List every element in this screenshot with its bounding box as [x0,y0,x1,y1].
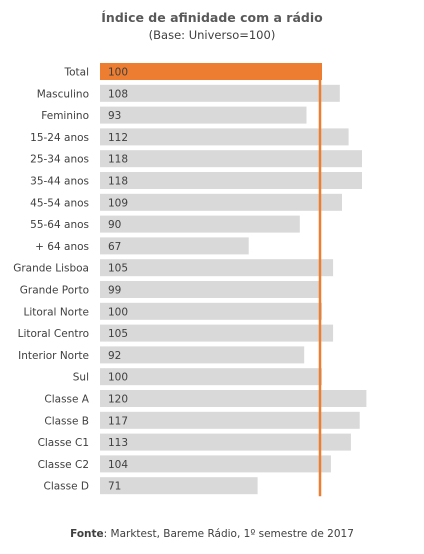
source-note: Fonte: Marktest, Bareme Rádio, 1º semest… [0,528,424,540]
category-label-6: 45-54 anos [30,197,89,209]
category-label-14: Sul [73,372,89,384]
category-label-16: Classe B [44,415,89,427]
category-label-13: Interior Norte [18,350,89,362]
bar-6 [100,193,342,211]
category-label-18: Classe C2 [38,459,89,471]
data-label-17: 113 [108,437,128,449]
category-label-1: Masculino [37,88,89,100]
chart-subtitle: (Base: Universo=100) [148,28,276,42]
data-label-1: 108 [108,88,128,100]
category-label-17: Classe C1 [38,437,89,449]
bar-19 [100,477,258,495]
category-label-15: Classe A [44,394,89,406]
data-label-19: 71 [108,481,121,493]
category-label-11: Litoral Norte [24,306,90,318]
data-label-14: 100 [108,372,128,384]
bar-4 [100,150,362,168]
data-label-12: 105 [108,328,128,340]
category-label-19: Classe D [43,481,89,493]
data-label-6: 109 [108,197,128,209]
data-label-7: 90 [108,219,121,231]
category-label-4: 25-34 anos [30,154,89,166]
bar-12 [100,324,334,342]
bar-16 [100,411,360,429]
bar-11 [100,302,322,320]
data-label-5: 118 [108,176,128,188]
chart-title: Índice de afinidade com a rádio [101,10,323,25]
data-label-0: 100 [108,67,128,79]
category-label-7: 55-64 anos [30,219,89,231]
category-label-5: 35-44 anos [30,176,89,188]
data-label-18: 104 [108,459,128,471]
category-label-10: Grande Porto [20,285,89,297]
category-label-9: Grande Lisboa [13,263,89,275]
data-label-13: 92 [108,350,121,362]
source-label: Fonte [70,528,104,540]
data-label-8: 67 [108,241,121,253]
bar-18 [100,455,331,473]
data-label-3: 112 [108,132,128,144]
data-label-2: 93 [108,110,121,122]
bar-1 [100,84,340,102]
data-label-11: 100 [108,306,128,318]
bar-5 [100,172,362,189]
bar-0 [100,63,322,80]
bar-10 [100,281,320,298]
data-label-9: 105 [108,263,128,275]
bar-15 [100,390,367,407]
source-text: : Marktest, Bareme Rádio, 1º semestre de… [103,528,354,540]
category-label-2: Feminino [41,110,89,122]
bar-7 [100,215,300,233]
bar-14 [100,368,322,386]
bar-2 [100,106,307,124]
data-label-10: 99 [108,285,121,297]
category-label-12: Litoral Centro [18,328,89,340]
bar-13 [100,346,305,364]
data-label-15: 120 [108,394,128,406]
data-label-4: 118 [108,154,128,166]
bar-8 [100,237,249,255]
category-label-8: + 64 anos [35,241,89,253]
bar-17 [100,433,351,451]
data-label-16: 117 [108,415,128,427]
bar-9 [100,259,334,277]
category-label-3: 15-24 anos [30,132,89,144]
category-label-0: Total [63,67,89,79]
bar-3 [100,128,349,146]
